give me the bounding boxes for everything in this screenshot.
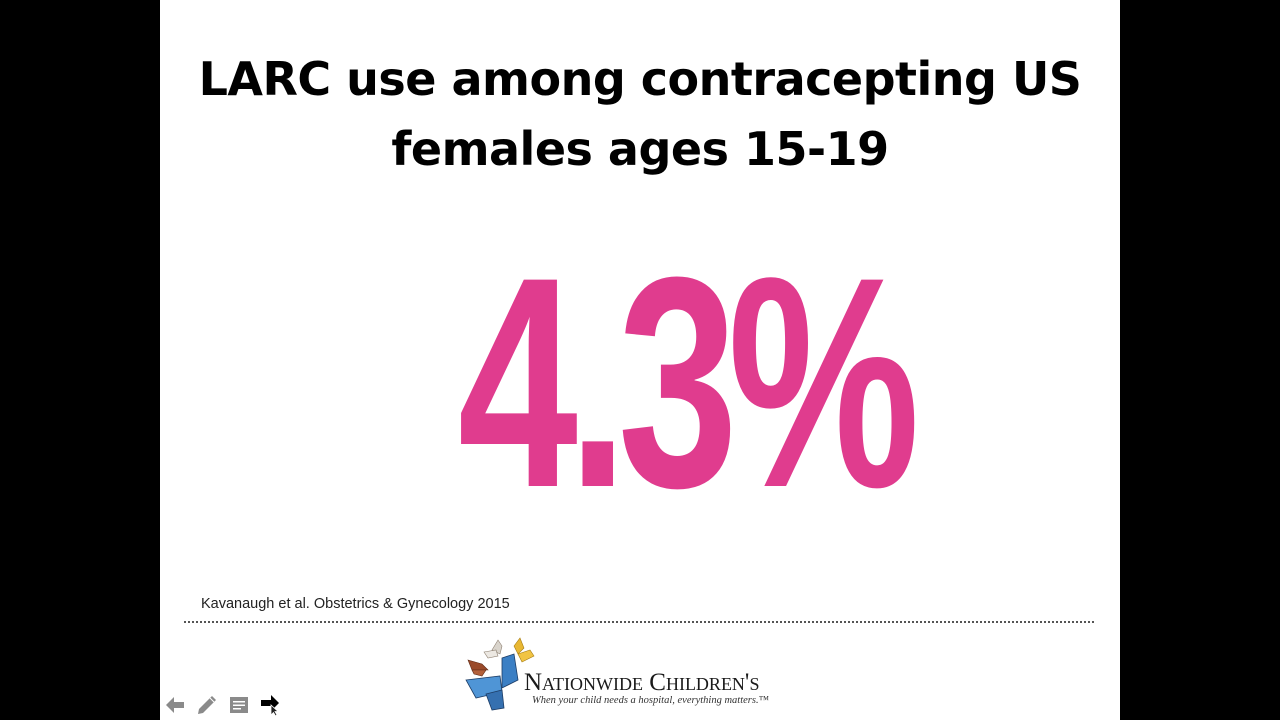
citation: Kavanaugh et al. Obstetrics & Gynecology… bbox=[201, 596, 510, 612]
nationwide-childrens-logo: Nationwide Children's When your child ne… bbox=[462, 636, 792, 712]
butterflies-icon bbox=[465, 637, 535, 711]
slide-title-line1: LARC use among contracepting US bbox=[198, 52, 1082, 106]
dotted-divider bbox=[184, 621, 1094, 623]
stat-value: 4.3% bbox=[457, 214, 920, 550]
slide-title: LARC use among contracepting US females … bbox=[160, 44, 1120, 184]
pencil-icon bbox=[198, 696, 216, 714]
logo-name: Nationwide Children's bbox=[524, 669, 760, 696]
arrow-left-icon bbox=[166, 697, 184, 713]
menu-icon bbox=[230, 697, 248, 713]
mouse-cursor-icon bbox=[270, 704, 280, 716]
slide: LARC use among contracepting US females … bbox=[160, 0, 1120, 720]
slideshow-controls bbox=[164, 693, 282, 717]
arrow-right-icon bbox=[261, 695, 280, 716]
logo-tagline: When your child needs a hospital, everyt… bbox=[532, 695, 769, 706]
slide-menu-button[interactable] bbox=[228, 694, 250, 716]
next-slide-button[interactable] bbox=[260, 694, 282, 716]
previous-slide-button[interactable] bbox=[164, 694, 186, 716]
pen-tool-button[interactable] bbox=[196, 694, 218, 716]
slide-title-line2: females ages 15-19 bbox=[391, 122, 889, 176]
